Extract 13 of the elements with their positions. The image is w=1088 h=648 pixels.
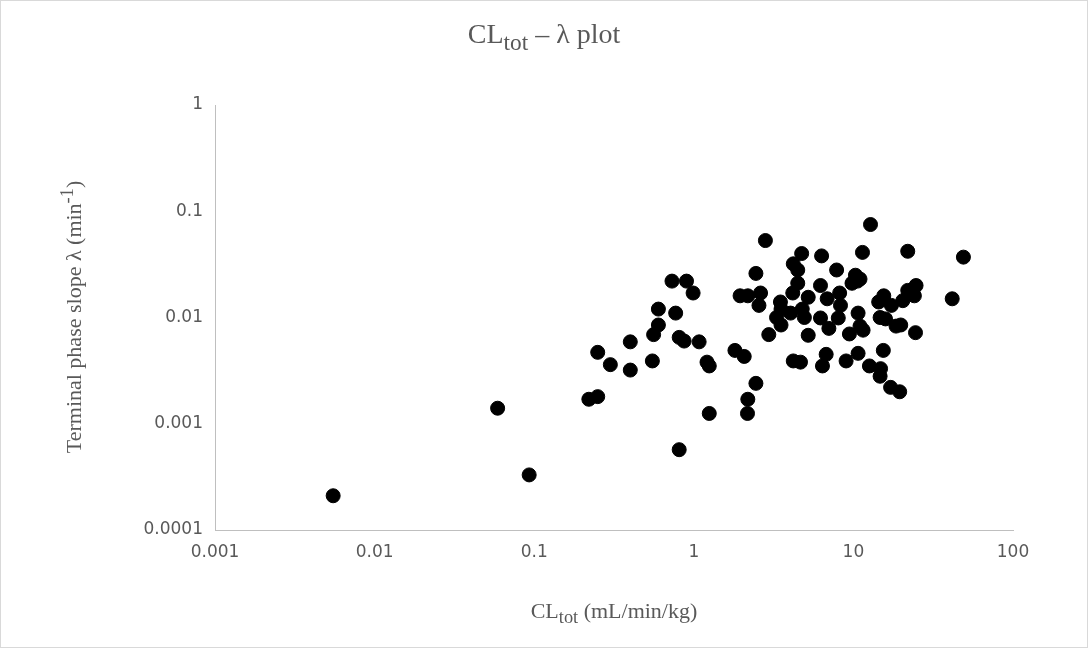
y-tick-label: 0.0001	[143, 518, 203, 539]
y-tick-label: 0.1	[175, 199, 203, 220]
chart-title: CL$_{tot}$ – λ plot	[466, 18, 622, 56]
x-tick-label: 0.001	[190, 540, 240, 561]
x-tick-label: 1	[688, 540, 700, 561]
y-tick-label: 1	[192, 93, 203, 114]
x-axis-title: CL$_{tot}$ (mL/min/kg)	[529, 598, 699, 629]
x-tick-label: 0.01	[355, 540, 394, 561]
y-tick-label: 0.01	[165, 305, 203, 326]
x-tick-label: 0.1	[520, 540, 548, 561]
y-tick-label: 0.001	[154, 412, 203, 433]
x-tick-label: 100	[996, 540, 1030, 561]
x-tick-label: 10	[842, 540, 865, 561]
